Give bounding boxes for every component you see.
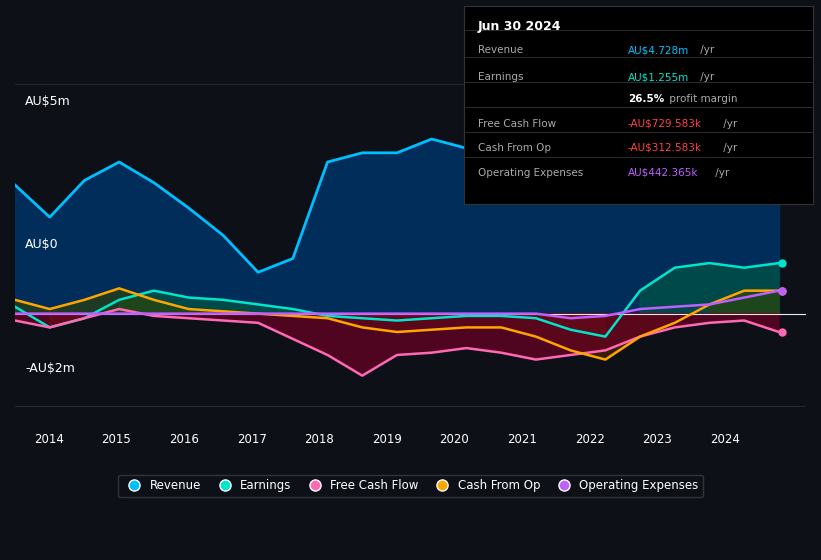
Text: Jun 30 2024: Jun 30 2024 <box>478 20 562 32</box>
Text: AU$442.365k: AU$442.365k <box>628 167 699 178</box>
Text: Operating Expenses: Operating Expenses <box>478 167 583 178</box>
Text: 26.5%: 26.5% <box>628 94 664 104</box>
Text: AU$0: AU$0 <box>25 238 59 251</box>
Text: AU$5m: AU$5m <box>25 95 71 108</box>
Text: -AU$2m: -AU$2m <box>25 362 76 375</box>
Text: -AU$729.583k: -AU$729.583k <box>628 119 702 129</box>
Text: Earnings: Earnings <box>478 72 523 82</box>
Text: Revenue: Revenue <box>478 45 523 55</box>
Text: profit margin: profit margin <box>667 94 738 104</box>
Text: -AU$312.583k: -AU$312.583k <box>628 143 702 153</box>
Text: AU$4.728m: AU$4.728m <box>628 45 689 55</box>
Text: /yr: /yr <box>713 167 730 178</box>
Text: Free Cash Flow: Free Cash Flow <box>478 119 556 129</box>
Text: AU$1.255m: AU$1.255m <box>628 72 689 82</box>
Text: /yr: /yr <box>720 119 737 129</box>
Text: /yr: /yr <box>697 45 714 55</box>
Text: Cash From Op: Cash From Op <box>478 143 551 153</box>
Text: /yr: /yr <box>697 72 714 82</box>
Text: /yr: /yr <box>720 143 737 153</box>
Legend: Revenue, Earnings, Free Cash Flow, Cash From Op, Operating Expenses: Revenue, Earnings, Free Cash Flow, Cash … <box>118 474 703 497</box>
